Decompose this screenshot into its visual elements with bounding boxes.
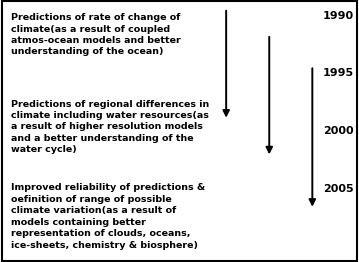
Text: Improved reliability of predictions &
oefinition of range of possible
climate va: Improved reliability of predictions & oe… [11,183,205,250]
Text: 2005: 2005 [323,184,354,194]
Text: 1995: 1995 [322,68,354,78]
Text: 2000: 2000 [323,126,354,136]
Text: 1990: 1990 [322,11,354,21]
Text: Predictions of regional differences in
climate including water resources(as
a re: Predictions of regional differences in c… [11,100,209,154]
Text: Predictions of rate of change of
climate(as a result of coupled
atmos-ocean mode: Predictions of rate of change of climate… [11,13,181,56]
